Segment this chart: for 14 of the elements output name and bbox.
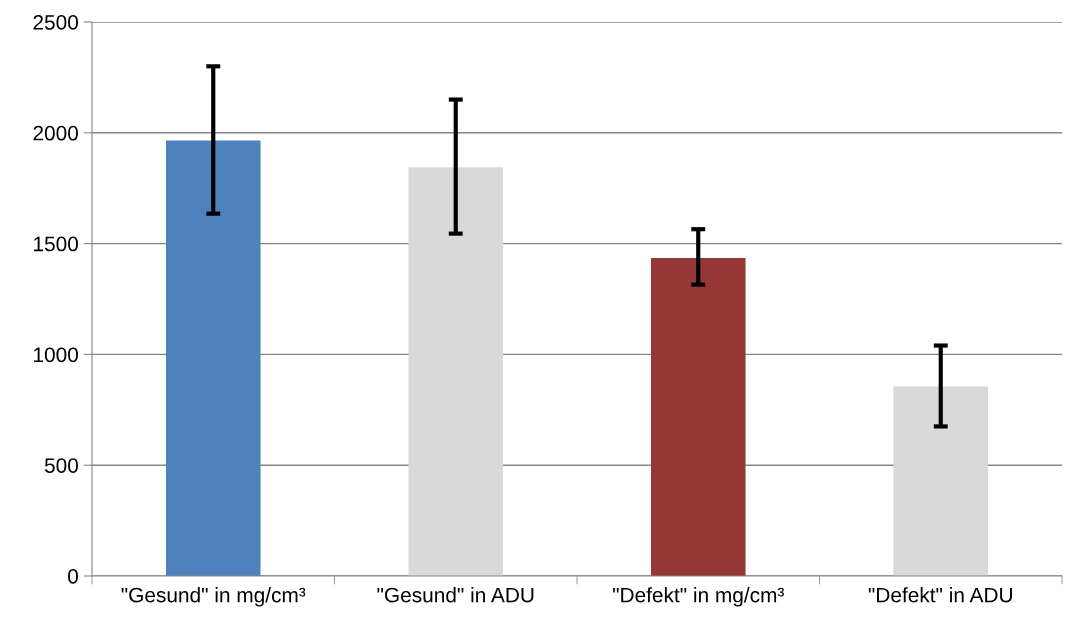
y-tick-label: 1500 [34,236,78,252]
bar [165,140,261,576]
x-tick-label: "Defekt" in mg/cm³ [613,587,784,607]
y-tick-label: 0 [68,569,78,584]
y-tick-label: 2500 [33,15,78,30]
x-tick-label: "Gesund" in ADU [377,587,534,603]
y-tick-label: 2000 [33,125,78,141]
bar [893,386,989,576]
x-tick-label: "Gesund" in mg/cm³ [121,587,306,607]
bar [408,167,504,576]
bar [650,258,746,576]
y-tick-label: 1000 [34,347,78,363]
y-tick-label: 500 [44,458,78,473]
x-tick-label: "Defekt" in ADU [868,587,1012,603]
